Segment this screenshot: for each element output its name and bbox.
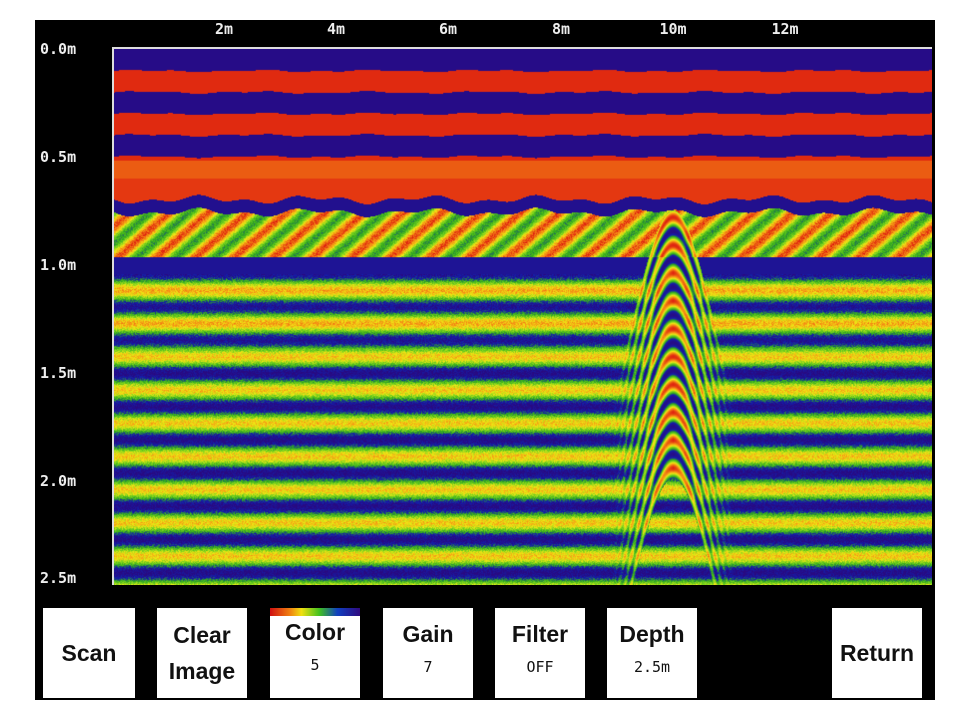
scan-button[interactable]: Scan	[43, 608, 135, 698]
y-tick-label: 2.5m	[40, 569, 77, 587]
x-tick-label: 12m	[771, 20, 799, 38]
radar-scan-image	[112, 47, 932, 585]
filter-value: OFF	[526, 658, 554, 676]
x-tick-label: 2m	[214, 20, 234, 38]
y-tick-label: 0.0m	[40, 40, 77, 58]
color-button[interactable]: Color 5	[270, 608, 360, 698]
image-label: Image	[168, 658, 236, 684]
filter-button[interactable]: Filter OFF	[495, 608, 585, 698]
filter-label: Filter	[511, 621, 569, 647]
x-tick-label: 10m	[659, 20, 687, 38]
gain-label: Gain	[402, 621, 454, 647]
color-value: 5	[310, 656, 320, 674]
return-label: Return	[839, 640, 915, 666]
scan-label: Scan	[61, 640, 117, 666]
depth-button[interactable]: Depth 2.5m	[607, 608, 697, 698]
y-tick-label: 1.0m	[40, 256, 77, 274]
y-tick-label: 2.0m	[40, 472, 77, 490]
gain-value: 7	[423, 658, 433, 676]
color-label: Color	[284, 619, 346, 645]
depth-label: Depth	[619, 621, 685, 647]
x-tick-label: 8m	[551, 20, 571, 38]
depth-value: 2.5m	[633, 658, 671, 676]
x-tick-label: 4m	[326, 20, 346, 38]
clear-image-button[interactable]: Clear Image	[157, 608, 247, 698]
clear-label: Clear	[173, 622, 231, 648]
gain-button[interactable]: Gain 7	[383, 608, 473, 698]
return-button[interactable]: Return	[832, 608, 922, 698]
x-tick-label: 6m	[438, 20, 458, 38]
y-tick-label: 1.5m	[40, 364, 77, 382]
y-tick-label: 0.5m	[40, 148, 77, 166]
color-palette-bar	[270, 608, 360, 616]
